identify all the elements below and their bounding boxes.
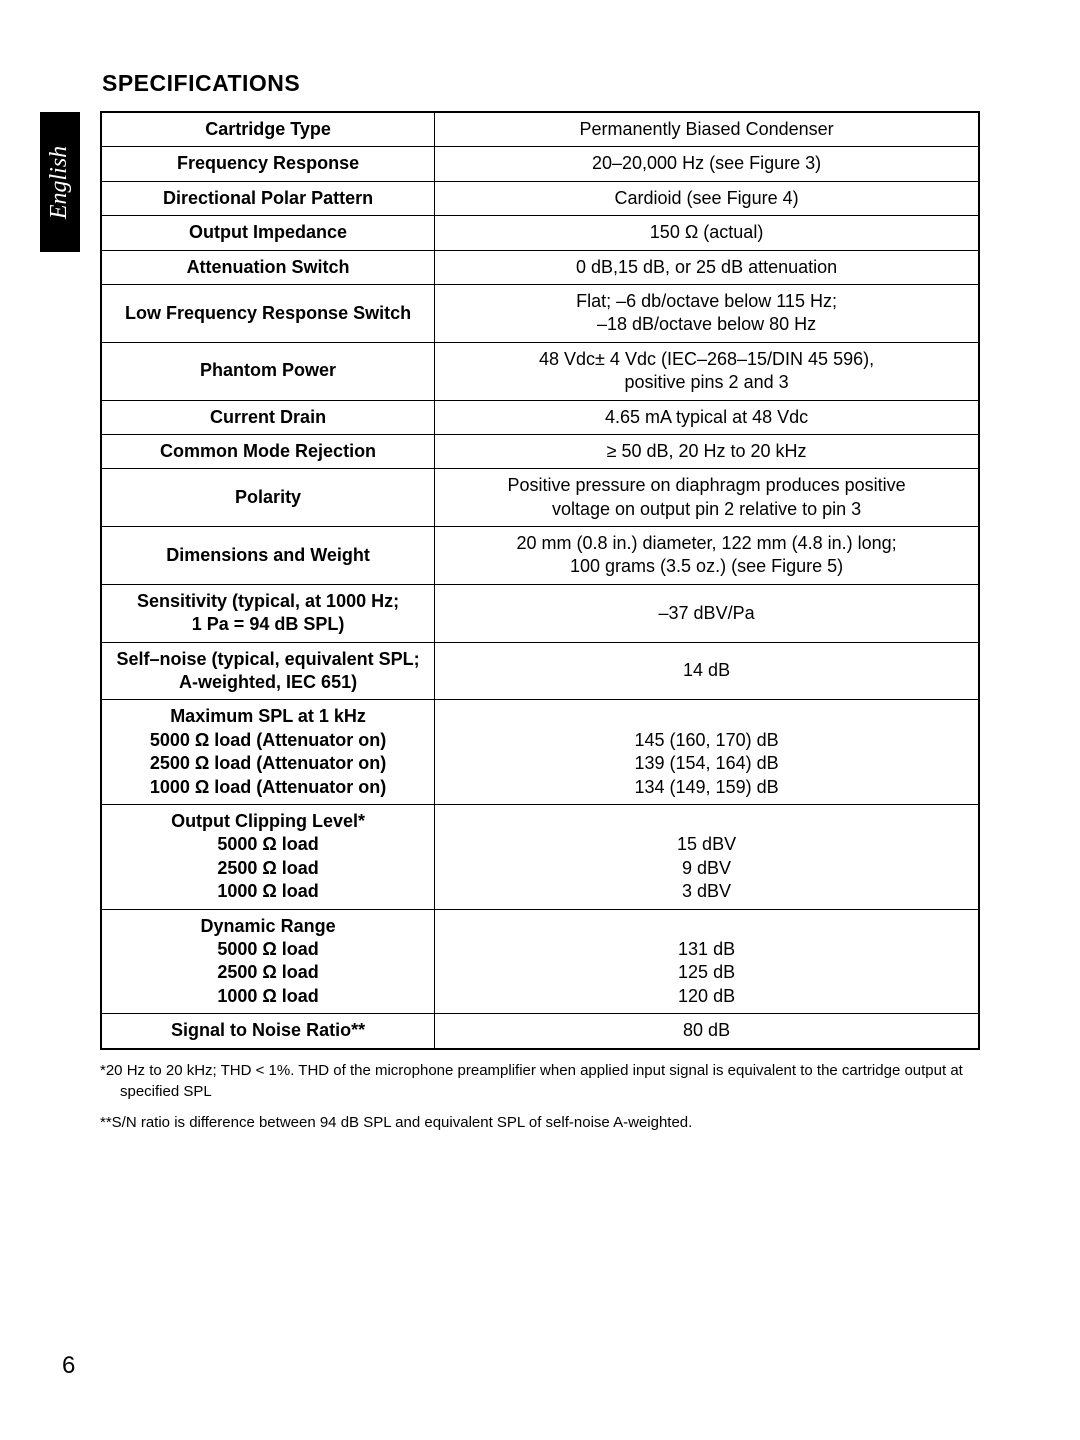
- table-row: Dynamic Range 5000 Ω load 2500 Ω load 10…: [101, 909, 979, 1014]
- table-row: Output Impedance150 Ω (actual): [101, 216, 979, 250]
- spec-label: Sensitivity (typical, at 1000 Hz; 1 Pa =…: [101, 584, 435, 642]
- table-row: PolarityPositive pressure on diaphragm p…: [101, 469, 979, 527]
- spec-label: Cartridge Type: [101, 112, 435, 147]
- footnote: **S/N ratio is difference between 94 dB …: [100, 1112, 980, 1133]
- table-row: Dimensions and Weight20 mm (0.8 in.) dia…: [101, 527, 979, 585]
- spec-value: 20–20,000 Hz (see Figure 3): [435, 147, 979, 181]
- spec-value: 145 (160, 170) dB 139 (154, 164) dB 134 …: [435, 700, 979, 805]
- spec-label: Output Impedance: [101, 216, 435, 250]
- table-row: Self–noise (typical, equivalent SPL; A-w…: [101, 642, 979, 700]
- spec-label: Output Clipping Level* 5000 Ω load 2500 …: [101, 804, 435, 909]
- spec-value: 4.65 mA typical at 48 Vdc: [435, 400, 979, 434]
- spec-label: Frequency Response: [101, 147, 435, 181]
- spec-value: 48 Vdc± 4 Vdc (IEC–268–15/DIN 45 596), p…: [435, 342, 979, 400]
- table-row: Common Mode Rejection≥ 50 dB, 20 Hz to 2…: [101, 434, 979, 468]
- table-row: Frequency Response20–20,000 Hz (see Figu…: [101, 147, 979, 181]
- spec-label: Maximum SPL at 1 kHz 5000 Ω load (Attenu…: [101, 700, 435, 805]
- spec-label: Polarity: [101, 469, 435, 527]
- spec-value: 14 dB: [435, 642, 979, 700]
- table-row: Attenuation Switch0 dB,15 dB, or 25 dB a…: [101, 250, 979, 284]
- spec-value: –37 dBV/Pa: [435, 584, 979, 642]
- table-row: Signal to Noise Ratio**80 dB: [101, 1014, 979, 1049]
- spec-value: Positive pressure on diaphragm produces …: [435, 469, 979, 527]
- spec-label: Dimensions and Weight: [101, 527, 435, 585]
- table-row: Maximum SPL at 1 kHz 5000 Ω load (Attenu…: [101, 700, 979, 805]
- page: English SPECIFICATIONS Cartridge TypePer…: [0, 0, 1080, 1440]
- spec-label: Signal to Noise Ratio**: [101, 1014, 435, 1049]
- spec-label: Low Frequency Response Switch: [101, 284, 435, 342]
- spec-value: 131 dB 125 dB 120 dB: [435, 909, 979, 1014]
- specifications-tbody: Cartridge TypePermanently Biased Condens…: [101, 112, 979, 1049]
- spec-label: Current Drain: [101, 400, 435, 434]
- spec-label: Attenuation Switch: [101, 250, 435, 284]
- table-row: Low Frequency Response SwitchFlat; –6 db…: [101, 284, 979, 342]
- table-row: Sensitivity (typical, at 1000 Hz; 1 Pa =…: [101, 584, 979, 642]
- spec-value: 15 dBV 9 dBV 3 dBV: [435, 804, 979, 909]
- spec-label: Self–noise (typical, equivalent SPL; A-w…: [101, 642, 435, 700]
- footnote: *20 Hz to 20 kHz; THD < 1%. THD of the m…: [100, 1060, 980, 1102]
- spec-value: 150 Ω (actual): [435, 216, 979, 250]
- language-tab: English: [40, 112, 80, 252]
- specifications-table: Cartridge TypePermanently Biased Condens…: [100, 111, 980, 1050]
- spec-label: Dynamic Range 5000 Ω load 2500 Ω load 10…: [101, 909, 435, 1014]
- spec-value: 80 dB: [435, 1014, 979, 1049]
- page-number: 6: [62, 1352, 75, 1380]
- table-row: Current Drain4.65 mA typical at 48 Vdc: [101, 400, 979, 434]
- spec-label: Common Mode Rejection: [101, 434, 435, 468]
- table-row: Cartridge TypePermanently Biased Condens…: [101, 112, 979, 147]
- spec-value: Cardioid (see Figure 4): [435, 181, 979, 215]
- table-row: Output Clipping Level* 5000 Ω load 2500 …: [101, 804, 979, 909]
- spec-value: Flat; –6 db/octave below 115 Hz; –18 dB/…: [435, 284, 979, 342]
- language-tab-label: English: [47, 145, 74, 218]
- spec-value: ≥ 50 dB, 20 Hz to 20 kHz: [435, 434, 979, 468]
- footnotes: *20 Hz to 20 kHz; THD < 1%. THD of the m…: [100, 1060, 980, 1133]
- spec-value: 20 mm (0.8 in.) diameter, 122 mm (4.8 in…: [435, 527, 979, 585]
- spec-value: Permanently Biased Condenser: [435, 112, 979, 147]
- spec-label: Phantom Power: [101, 342, 435, 400]
- page-title: SPECIFICATIONS: [102, 70, 980, 97]
- spec-value: 0 dB,15 dB, or 25 dB attenuation: [435, 250, 979, 284]
- table-row: Phantom Power48 Vdc± 4 Vdc (IEC–268–15/D…: [101, 342, 979, 400]
- spec-label: Directional Polar Pattern: [101, 181, 435, 215]
- table-row: Directional Polar PatternCardioid (see F…: [101, 181, 979, 215]
